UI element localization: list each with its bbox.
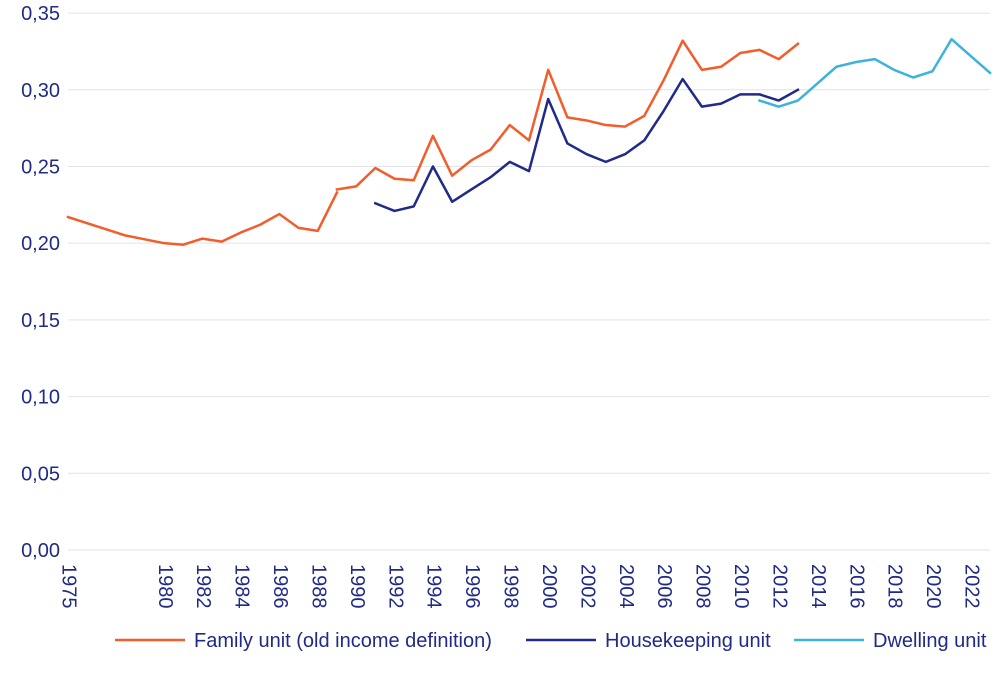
x-tick-label: 2018: [884, 564, 906, 609]
x-tick-label: 1998: [500, 564, 522, 609]
legend-label: Housekeeping unit: [605, 630, 771, 652]
x-tick-label: 2012: [768, 564, 790, 609]
chart-svg: 0,00 0,05 0,10 0,15 0,20 0,25 0,30 0,35 1975 1980…: [0, 0, 1004, 673]
x-tick-label: 2022: [961, 564, 983, 609]
y-tick-label: 0,10: [21, 387, 60, 409]
x-tick-label: 2000: [538, 564, 560, 609]
legend-label: Family unit (old income definition): [194, 630, 492, 652]
x-tick-label: 2014: [807, 564, 829, 609]
legend-label: Dwelling unit: [873, 630, 987, 652]
x-tick-label: 2016: [845, 564, 867, 609]
y-tick-label: 0,20: [21, 233, 60, 255]
x-tick-label: 1984: [231, 564, 253, 609]
x-tick-label: 2008: [692, 564, 714, 609]
x-tick-label: 1975: [58, 564, 80, 609]
x-tick-label: 1996: [461, 564, 483, 609]
gini-line-chart: 0,00 0,05 0,10 0,15 0,20 0,25 0,30 0,35 1975 1980…: [0, 0, 1004, 673]
y-tick-label: 0,00: [21, 540, 60, 562]
y-tick-label: 0,25: [21, 156, 60, 178]
x-tick-label: 1988: [307, 564, 329, 609]
x-tick-label: 2002: [576, 564, 598, 609]
y-tick-label: 0,05: [21, 463, 60, 485]
x-tick-label: 1994: [423, 564, 445, 609]
x-tick-label: 1990: [346, 564, 368, 609]
x-tick-label: 2004: [615, 564, 637, 609]
x-tick-label: 2020: [922, 564, 944, 609]
x-tick-label: 1980: [154, 564, 176, 609]
y-tick-label: 0,15: [21, 310, 60, 332]
x-tick-label: 1982: [192, 564, 214, 609]
x-tick-label: 1986: [269, 564, 291, 609]
y-tick-label: 0,35: [21, 3, 60, 25]
x-tick-label: 1992: [384, 564, 406, 609]
x-tick-label: 2006: [653, 564, 675, 609]
x-tick-label: 2010: [730, 564, 752, 609]
y-tick-label: 0,30: [21, 80, 60, 102]
